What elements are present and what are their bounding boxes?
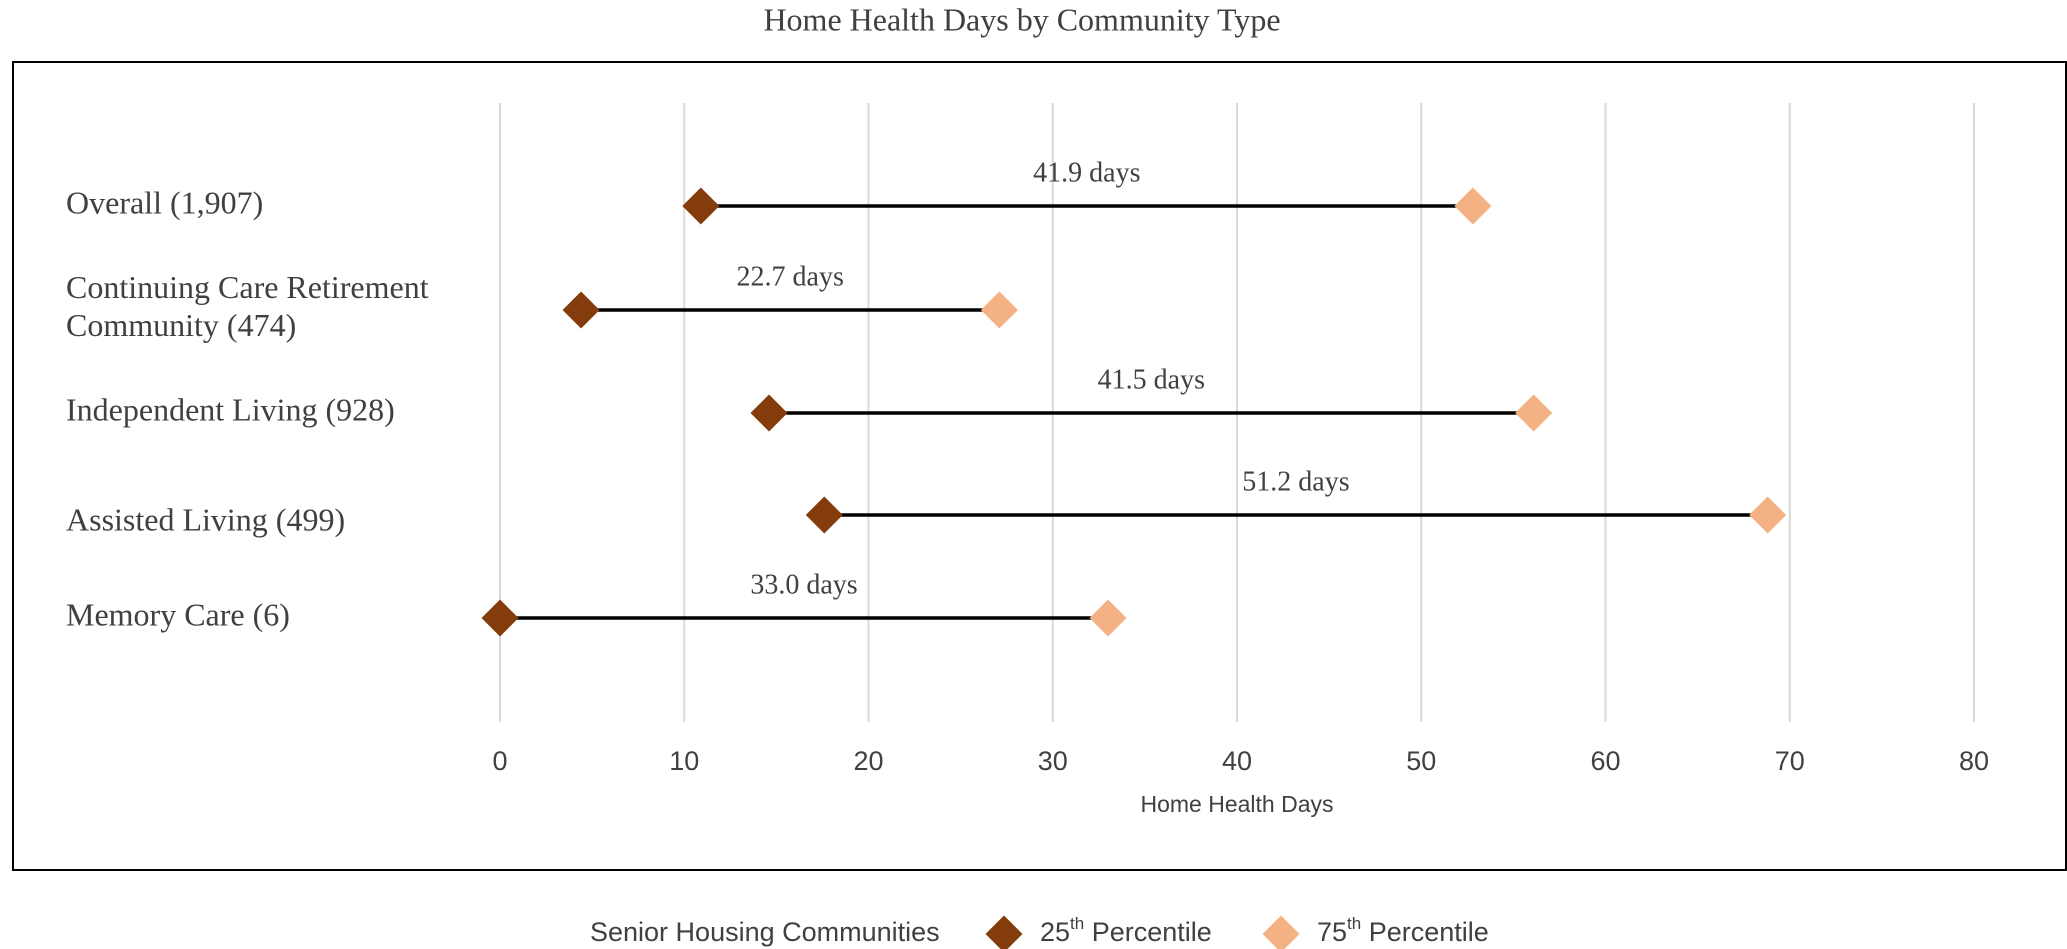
point	[562, 291, 600, 329]
range-label: 41.9 days	[1033, 157, 1140, 188]
category-label: Memory Care (6)	[66, 596, 290, 632]
category-label: Overall (1,907)	[66, 184, 263, 220]
point	[1749, 496, 1787, 534]
point	[1089, 599, 1127, 637]
point	[1515, 394, 1553, 432]
x-tick-label: 0	[492, 746, 507, 776]
legend-marker	[985, 915, 1023, 949]
point	[980, 291, 1018, 329]
point	[682, 187, 720, 225]
x-tick-label: 80	[1959, 746, 1989, 776]
x-tick-label: 30	[1038, 746, 1068, 776]
point	[1454, 187, 1492, 225]
legend-marker	[1262, 915, 1300, 949]
x-tick-label: 60	[1590, 746, 1620, 776]
x-axis-label: Home Health Days	[1140, 791, 1333, 817]
range-label: 41.5 days	[1098, 364, 1205, 395]
legend-label: 75th Percentile	[1317, 914, 1489, 947]
plot-frame	[12, 61, 2067, 871]
point	[750, 394, 788, 432]
category-label: Continuing Care Retirement Community (47…	[66, 269, 437, 343]
range-label: 33.0 days	[750, 569, 857, 600]
legend-title: Senior Housing Communities	[590, 917, 940, 947]
chart-title: Home Health Days by Community Type	[763, 1, 1280, 37]
x-tick-label: 20	[853, 746, 883, 776]
range-label: 51.2 days	[1242, 466, 1349, 497]
point	[805, 496, 843, 534]
x-tick-label: 40	[1222, 746, 1252, 776]
x-tick-label: 70	[1775, 746, 1805, 776]
legend-label: 25th Percentile	[1040, 914, 1212, 947]
x-tick-label: 50	[1406, 746, 1436, 776]
category-label: Assisted Living (499)	[66, 501, 345, 537]
range-label: 22.7 days	[737, 261, 844, 292]
x-tick-label: 10	[669, 746, 699, 776]
point	[481, 599, 519, 637]
category-label: Independent Living (928)	[66, 391, 395, 427]
